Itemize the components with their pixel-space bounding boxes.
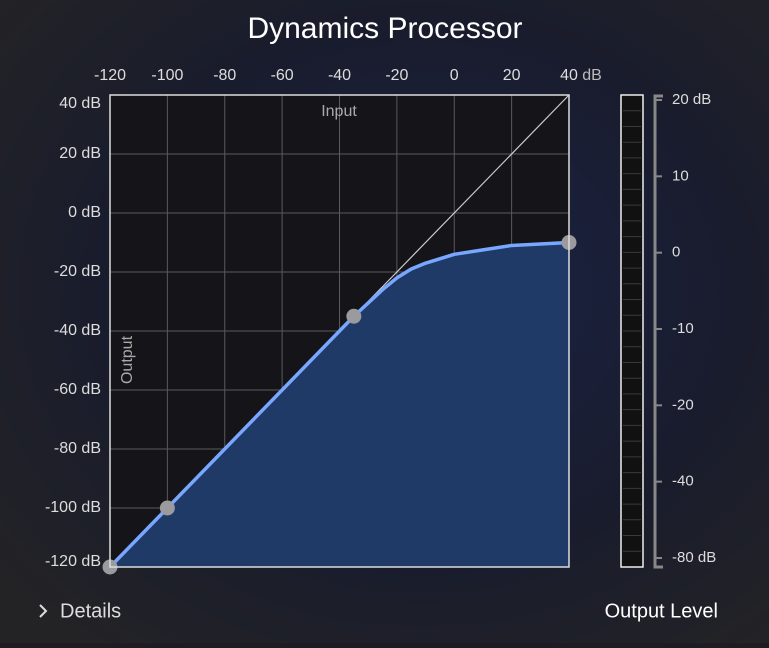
- meter-tick-label: 0: [672, 244, 680, 261]
- y-tick-label: 0 dB: [68, 204, 101, 221]
- y-tick-label: -60 dB: [54, 381, 101, 398]
- transfer-curve: [108, 240, 570, 569]
- meter-tick-label: 20 dB: [672, 91, 711, 108]
- plot-border: [109, 94, 570, 568]
- x-tick-label: 0: [450, 67, 459, 84]
- details-label[interactable]: Details: [60, 600, 121, 622]
- details-button[interactable]: Details: [39, 600, 121, 622]
- title: Dynamics Processor: [247, 12, 522, 45]
- x-unit: dB: [582, 67, 602, 84]
- x-tick-label: -80: [213, 67, 236, 84]
- x-tick-label: -20: [385, 67, 408, 84]
- y-tick-label: 20 dB: [59, 145, 101, 162]
- x-tick-label: -60: [271, 67, 294, 84]
- meter-tick-label: -10: [672, 320, 694, 337]
- y-tick-label: 40 dB: [59, 95, 101, 112]
- curve-area: [110, 242, 569, 567]
- x-tick-label: -120: [94, 67, 126, 84]
- input-label: Input: [321, 103, 357, 120]
- meter-tick-label: -20: [672, 396, 694, 413]
- meter-tick-label: -40: [672, 473, 694, 490]
- curve-handle[interactable]: [346, 308, 362, 324]
- meter-tick-label: 10: [672, 167, 689, 184]
- x-tick-label: -40: [328, 67, 351, 84]
- output-label: Output: [119, 335, 136, 384]
- meter-tick-label: -80 dB: [672, 549, 716, 566]
- y-tick-label: -80 dB: [54, 440, 101, 457]
- x-tick-label: 40: [560, 67, 578, 84]
- y-tick-label: -20 dB: [54, 263, 101, 280]
- chevron: [39, 604, 48, 618]
- y-tick-label: -100 dB: [45, 499, 101, 516]
- output-level-label: Output Level: [605, 600, 718, 622]
- x-tick-label: -100: [151, 67, 183, 84]
- x-tick-label: 20: [503, 67, 521, 84]
- meter-scale-bracket: [653, 94, 663, 569]
- y-tick-label: -40 dB: [54, 322, 101, 339]
- y-tick-label: -120 dB: [45, 553, 101, 570]
- curve-handle[interactable]: [159, 500, 175, 516]
